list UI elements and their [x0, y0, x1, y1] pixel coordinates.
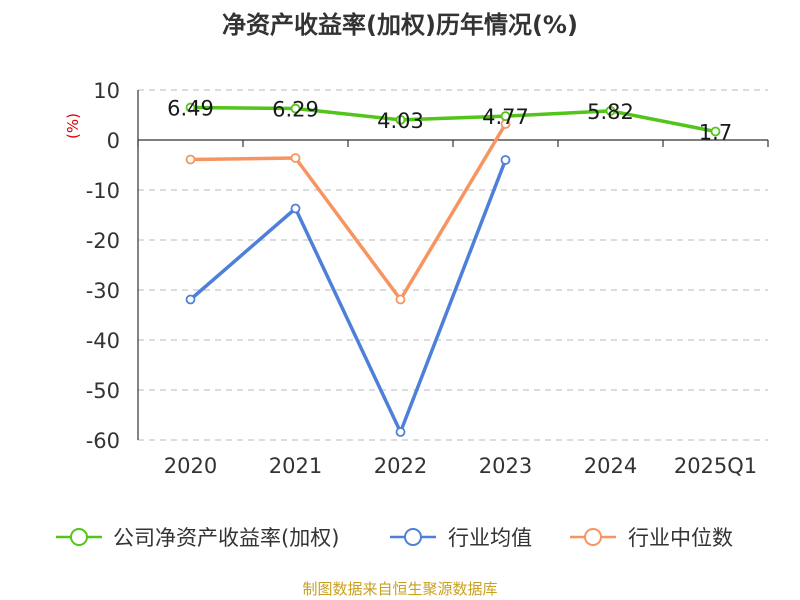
x-tick-label: 2022	[374, 454, 427, 478]
x-tick-label: 2023	[479, 454, 532, 478]
data-point	[395, 427, 406, 437]
data-label: 4.77	[482, 105, 529, 129]
legend-marker-icon[interactable]	[404, 528, 422, 546]
data-point	[290, 203, 301, 214]
y-tick-label: -60	[86, 429, 120, 453]
chart-title: 净资产收益率(加权)历年情况(%)	[222, 11, 578, 39]
data-point	[185, 102, 196, 113]
x-tick-label: 2021	[269, 454, 322, 478]
x-tick-label: 2020	[164, 454, 217, 478]
x-tick-label: 2024	[584, 454, 637, 478]
series-line	[188, 158, 508, 434]
y-tick-label: -30	[86, 279, 120, 303]
data-point	[500, 111, 511, 122]
series-line	[188, 122, 508, 302]
data-point	[290, 153, 301, 163]
y-tick-label: -50	[86, 379, 120, 403]
data-point	[395, 294, 406, 305]
legend-marker-icon[interactable]	[584, 528, 602, 546]
data-point	[395, 114, 406, 125]
data-label: 4.03	[377, 109, 424, 133]
y-tick-label: 0	[107, 129, 120, 153]
legend-label: 行业均值	[448, 526, 532, 550]
y-axis-label: (%)	[64, 113, 82, 139]
y-tick-label: -20	[86, 229, 120, 253]
y-tick-label: -40	[86, 329, 120, 353]
legend-label: 行业中位数	[628, 526, 733, 550]
data-point	[290, 103, 301, 114]
series-line	[188, 105, 718, 134]
data-label: 6.49	[167, 97, 214, 121]
data-point	[185, 154, 196, 165]
data-label: 5.82	[587, 100, 634, 124]
data-label: 6.29	[272, 98, 319, 122]
legend-label: 公司净资产收益率(加权)	[113, 526, 339, 550]
y-tick-label: -10	[86, 179, 120, 203]
y-tick-label: 10	[93, 79, 120, 103]
data-point	[605, 106, 616, 116]
x-tick-label: 2025Q1	[674, 454, 757, 478]
data-point	[500, 155, 511, 165]
data-point	[710, 126, 721, 137]
source-note: 制图数据来自恒生聚源数据库	[302, 580, 497, 598]
legend-marker-icon[interactable]	[70, 528, 88, 546]
data-point	[185, 294, 196, 305]
data-label: 1.7	[699, 121, 732, 145]
